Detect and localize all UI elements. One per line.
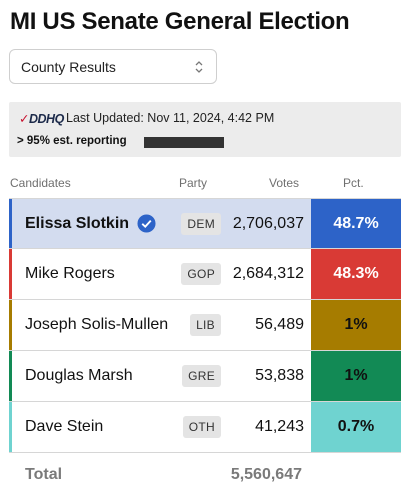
candidate-name: Joseph Solis-Mullen [25, 316, 169, 333]
table-row: Douglas Marsh GRE 53,838 1% [9, 351, 401, 402]
candidate-name: Elissa Slotkin [25, 199, 170, 248]
party-badge: GRE [182, 365, 221, 387]
total-label: Total [25, 466, 63, 483]
reporting-text: > 95% est. reporting [17, 135, 127, 147]
candidate-name: Mike Rogers [25, 265, 115, 282]
party-badge: OTH [182, 416, 221, 438]
vote-count: 53,838 [255, 367, 304, 384]
vote-count: 56,489 [255, 316, 304, 333]
header-candidates: Candidates [10, 176, 71, 190]
candidate-name: Douglas Marsh [25, 367, 133, 384]
table-row: Dave Stein OTH 41,243 0.7% [9, 402, 401, 453]
table-row: Mike Rogers GOP 2,684,312 48.3% [9, 249, 401, 300]
ddhq-logo: ✓DDHQ [19, 112, 64, 126]
vote-count: 2,684,312 [232, 265, 304, 282]
party-color-accent [9, 402, 12, 452]
party-badge: LIB [190, 314, 221, 336]
vote-percentage: 48.7% [311, 199, 401, 248]
party-color-accent [9, 249, 12, 299]
status-panel: ✓DDHQ Last Updated: Nov 11, 2024, 4:42 P… [9, 102, 401, 157]
party-color-accent [9, 199, 12, 248]
results-table: Elissa Slotkin DEM 2,706,037 48.7% Mike … [9, 198, 401, 453]
party-color-accent [9, 351, 12, 401]
party-color-accent [9, 300, 12, 350]
vote-percentage: 0.7% [311, 402, 401, 452]
table-row: Elissa Slotkin DEM 2,706,037 48.7% [9, 198, 401, 249]
vote-percentage: 1% [311, 351, 401, 401]
party-badge: DEM [181, 213, 221, 235]
results-dropdown[interactable]: County Results [9, 49, 217, 84]
last-updated-text: Last Updated: Nov 11, 2024, 4:42 PM [66, 111, 275, 125]
winner-check-icon [137, 214, 156, 233]
dropdown-value: County Results [21, 58, 116, 75]
vote-percentage: 1% [311, 300, 401, 350]
vote-count: 2,706,037 [232, 214, 304, 232]
vote-count: 41,243 [255, 418, 304, 435]
total-votes: 5,560,647 [230, 466, 302, 483]
header-votes: Votes [269, 176, 300, 190]
candidate-name: Dave Stein [25, 418, 104, 435]
chevron-updown-icon [195, 61, 203, 73]
table-row: Joseph Solis-Mullen LIB 56,489 1% [9, 300, 401, 351]
page-title: MI US Senate General Election [10, 8, 350, 35]
vote-percentage: 48.3% [311, 249, 401, 299]
header-pct: Pct. [343, 176, 364, 190]
reporting-progress-bar [144, 137, 224, 148]
header-party: Party [179, 176, 208, 190]
party-badge: GOP [181, 263, 221, 285]
